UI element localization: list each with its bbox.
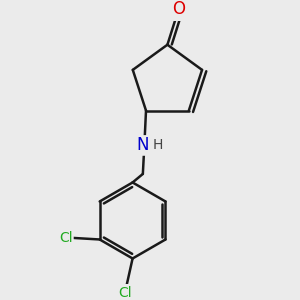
Text: Cl: Cl [118,286,131,300]
Text: Cl: Cl [59,231,73,245]
Text: H: H [152,138,163,152]
Text: O: O [172,0,185,18]
Text: N: N [136,136,149,154]
